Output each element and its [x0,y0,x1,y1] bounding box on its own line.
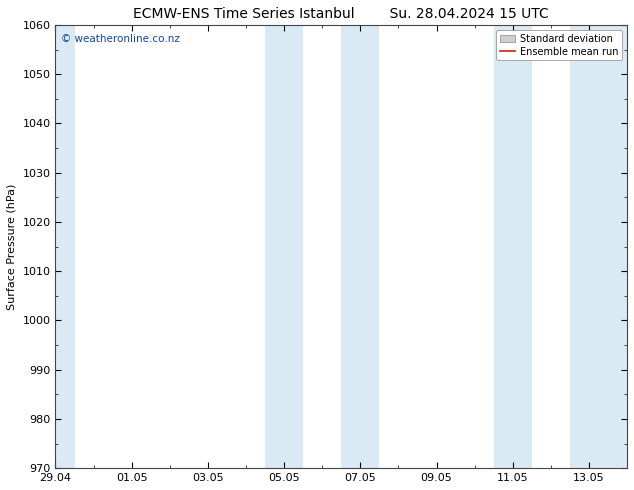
Legend: Standard deviation, Ensemble mean run: Standard deviation, Ensemble mean run [496,30,622,60]
Bar [341,25,379,468]
Y-axis label: Surface Pressure (hPa): Surface Pressure (hPa) [7,183,17,310]
Bar [54,25,75,468]
Bar [265,25,303,468]
Title: ECMW-ENS Time Series Istanbul        Su. 28.04.2024 15 UTC: ECMW-ENS Time Series Istanbul Su. 28.04.… [133,7,549,21]
Bar [570,25,629,468]
Bar [494,25,532,468]
Text: © weatheronline.co.nz: © weatheronline.co.nz [61,34,180,44]
